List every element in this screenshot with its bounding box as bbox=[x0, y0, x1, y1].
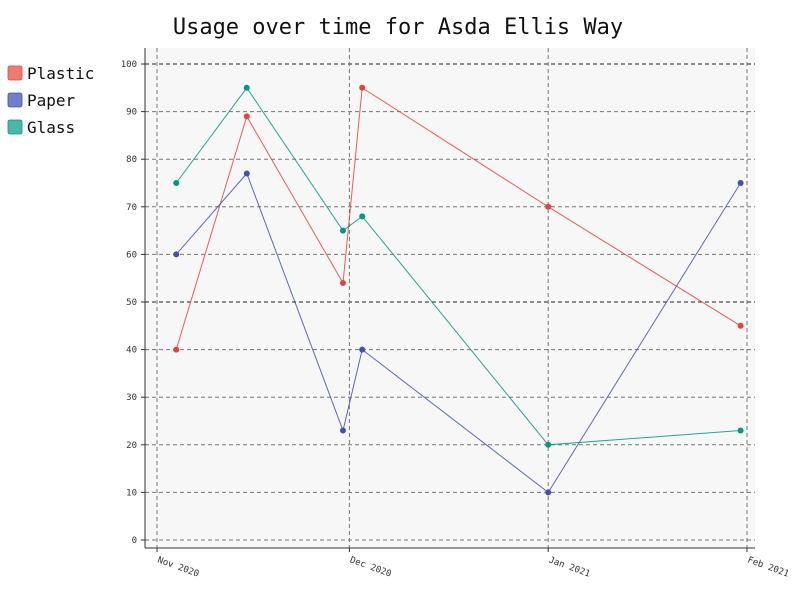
point-glass-5 bbox=[737, 427, 744, 434]
plot-area bbox=[145, 48, 755, 548]
point-plastic-2 bbox=[339, 279, 346, 286]
y-tick-label-90: 90 bbox=[126, 108, 137, 118]
x-tick-label-1: Dec 2020 bbox=[348, 555, 392, 579]
point-plastic-0 bbox=[173, 346, 180, 353]
x-tick-label-3: Feb 2021 bbox=[746, 555, 790, 579]
legend-swatch-plastic bbox=[7, 65, 23, 81]
chart-title: Usage over time for Asda Ellis Way bbox=[173, 15, 623, 40]
y-tick-label-30: 30 bbox=[126, 393, 137, 403]
grid bbox=[145, 48, 755, 548]
point-glass-1 bbox=[243, 84, 250, 91]
point-glass-2 bbox=[339, 227, 346, 234]
point-paper-5 bbox=[737, 180, 744, 186]
legend-label-glass: Glass bbox=[27, 118, 75, 137]
y-tick-label-60: 60 bbox=[126, 250, 137, 260]
y-tick-label-100: 100 bbox=[121, 60, 137, 70]
series-line-glass bbox=[175, 86, 741, 446]
point-paper-3 bbox=[359, 346, 366, 353]
legend-label-paper: Paper bbox=[27, 91, 76, 110]
series-line-paper bbox=[175, 172, 742, 494]
series-layer bbox=[173, 84, 744, 496]
point-plastic-5 bbox=[737, 322, 744, 329]
point-paper-0 bbox=[173, 251, 180, 258]
series-line-plastic bbox=[175, 86, 741, 350]
point-plastic-3 bbox=[359, 84, 366, 91]
point-glass-0 bbox=[173, 180, 180, 186]
point-paper-2 bbox=[339, 427, 346, 434]
point-paper-4 bbox=[545, 489, 552, 496]
point-plastic-4 bbox=[545, 203, 552, 210]
point-plastic-1 bbox=[243, 113, 250, 120]
x-tick-label-2: Jan 2021 bbox=[547, 555, 591, 579]
legend-label-plastic: Plastic bbox=[27, 64, 94, 83]
legend: Plastic Paper Glass bbox=[7, 64, 94, 137]
point-glass-3 bbox=[359, 213, 366, 220]
legend-swatch-glass bbox=[7, 119, 23, 135]
point-paper-1 bbox=[243, 170, 250, 177]
point-glass-4 bbox=[545, 441, 552, 448]
y-tick-label-20: 20 bbox=[126, 441, 137, 451]
y-tick-label-10: 10 bbox=[126, 488, 137, 498]
y-tick-label-0: 0 bbox=[132, 536, 137, 546]
y-tick-label-70: 70 bbox=[126, 203, 137, 213]
y-tick-label-50: 50 bbox=[126, 298, 137, 308]
y-tick-label-80: 80 bbox=[126, 155, 137, 165]
x-tick-label-0: Nov 2020 bbox=[156, 555, 200, 579]
legend-swatch-paper bbox=[7, 92, 23, 108]
y-tick-label-40: 40 bbox=[126, 346, 137, 356]
